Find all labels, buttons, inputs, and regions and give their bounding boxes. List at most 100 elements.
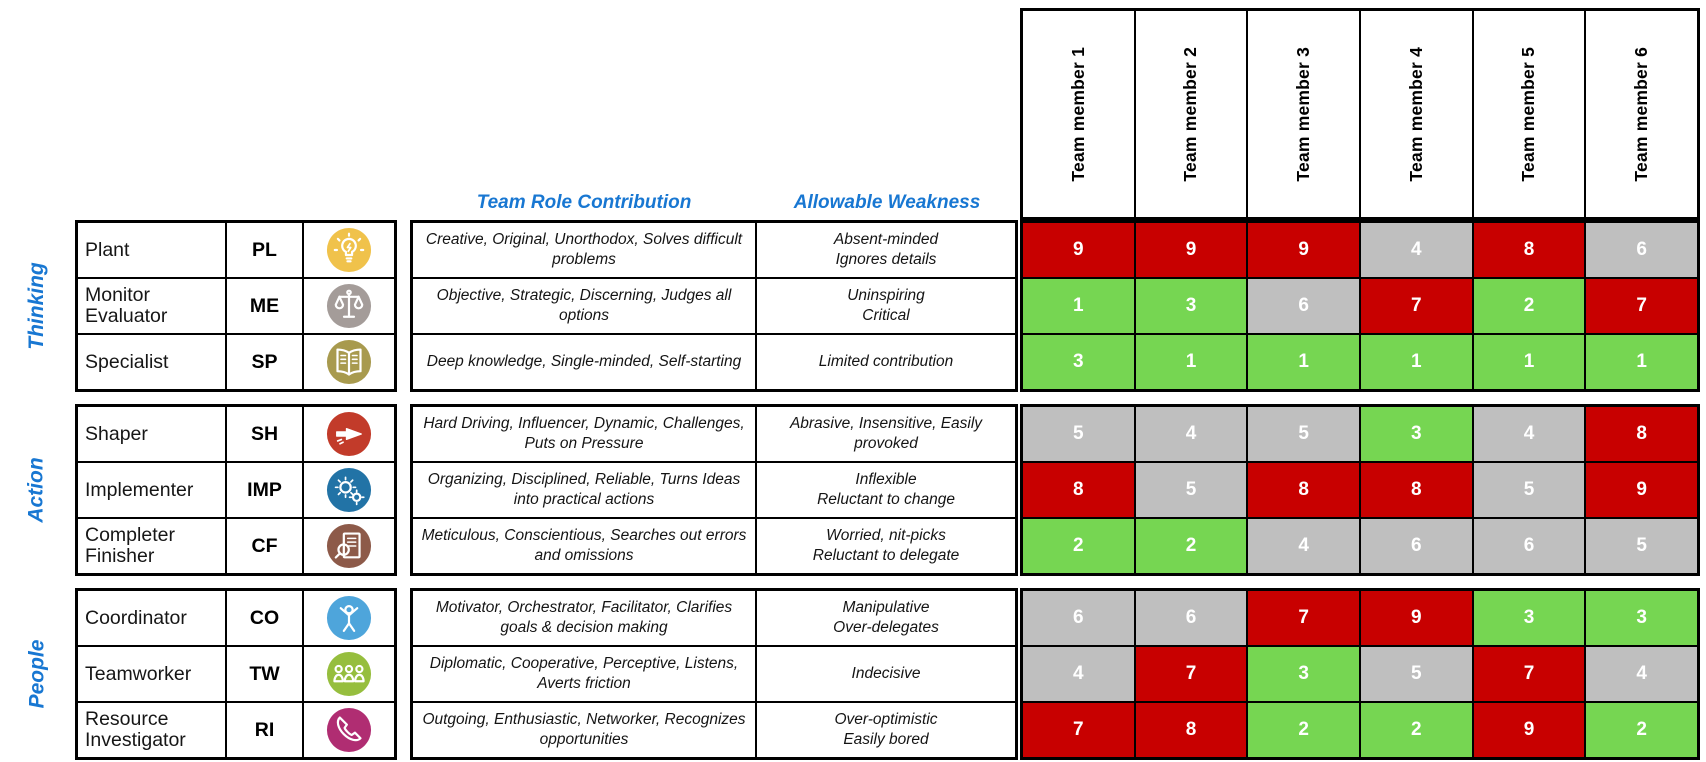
score-cell: 8 xyxy=(1023,463,1134,517)
phone-icon xyxy=(326,707,372,753)
score-cell: 1 xyxy=(1135,335,1247,389)
role-abbr: PL xyxy=(227,223,302,277)
role-icon-cell xyxy=(304,407,394,461)
contribution-column-header: Team Role Contribution xyxy=(476,192,692,213)
role-name: Coordinator xyxy=(78,591,225,645)
score-cell: 3 xyxy=(1023,335,1134,389)
score-cell: 2 xyxy=(1248,703,1359,757)
score-cell: 8 xyxy=(1360,463,1472,517)
role-contribution: Meticulous, Conscientious, Searches out … xyxy=(413,519,755,573)
weakness-column-header: Allowable Weakness xyxy=(793,192,981,213)
score-cell: 3 xyxy=(1473,591,1585,645)
score-cell: 9 xyxy=(1473,703,1585,757)
score-cell: 8 xyxy=(1586,407,1697,461)
group-label-people: People xyxy=(24,639,48,709)
role-contribution: Creative, Original, Unorthodox, Solves d… xyxy=(413,223,755,277)
roles-table-people: Coordinator CO Teamworker TW xyxy=(75,588,397,760)
score-cell: 6 xyxy=(1248,279,1359,333)
group-people: People Coordinator CO Teamworker TW xyxy=(0,588,1706,760)
team-member-label: Team member 1 xyxy=(1067,46,1088,182)
pointing-hand-icon xyxy=(326,411,372,457)
role-weakness: Worried, nit-picks Reluctant to delegate xyxy=(757,519,1015,573)
scores-grid-action: 5 4 5 3 4 8 8 5 8 8 5 9 2 2 4 6 6 5 xyxy=(1020,404,1700,576)
role-name: Specialist xyxy=(78,335,225,389)
score-cell: 6 xyxy=(1473,519,1585,573)
score-cell: 1 xyxy=(1023,279,1134,333)
role-name: Completer Finisher xyxy=(78,519,225,573)
score-cell: 1 xyxy=(1586,335,1697,389)
score-cell: 2 xyxy=(1135,519,1247,573)
score-cell: 6 xyxy=(1135,591,1247,645)
team-member-header-cell: Team member 2 xyxy=(1135,11,1247,217)
score-cell: 7 xyxy=(1135,647,1247,701)
role-icon-cell xyxy=(304,703,394,757)
role-abbr: SH xyxy=(227,407,302,461)
role-abbr: CO xyxy=(227,591,302,645)
score-cell: 2 xyxy=(1360,703,1472,757)
score-cell: 7 xyxy=(1023,703,1134,757)
score-cell: 6 xyxy=(1023,591,1134,645)
role-icon-cell xyxy=(304,223,394,277)
score-cell: 1 xyxy=(1360,335,1472,389)
score-cell: 3 xyxy=(1248,647,1359,701)
roles-table-action: Shaper SH Implementer IMP xyxy=(75,404,397,576)
score-cell: 9 xyxy=(1586,463,1697,517)
role-contribution: Objective, Strategic, Discerning, Judges… xyxy=(413,279,755,333)
score-cell: 4 xyxy=(1135,407,1247,461)
role-abbr: SP xyxy=(227,335,302,389)
team-member-label: Team member 6 xyxy=(1631,46,1652,182)
role-weakness: Over-optimistic Easily bored xyxy=(757,703,1015,757)
role-abbr: TW xyxy=(227,647,302,701)
role-contribution: Organizing, Disciplined, Reliable, Turns… xyxy=(413,463,755,517)
score-cell: 3 xyxy=(1586,591,1697,645)
lightbulb-icon xyxy=(326,227,372,273)
roles-table-thinking: Plant PL Monitor Evaluator ME xyxy=(75,220,397,392)
score-cell: 7 xyxy=(1586,279,1697,333)
role-contribution: Diplomatic, Cooperative, Perceptive, Lis… xyxy=(413,647,755,701)
gears-icon xyxy=(326,467,372,513)
team-member-header-cell: Team member 6 xyxy=(1586,11,1697,217)
role-name: Teamworker xyxy=(78,647,225,701)
role-contribution: Deep knowledge, Single-minded, Self-star… xyxy=(413,335,755,389)
role-name: Monitor Evaluator xyxy=(78,279,225,333)
role-abbr: CF xyxy=(227,519,302,573)
role-weakness: Abrasive, Insensitive, Easily provoked xyxy=(757,407,1015,461)
score-cell: 1 xyxy=(1248,335,1359,389)
group-label-action: Action xyxy=(24,457,48,523)
role-icon-cell xyxy=(304,519,394,573)
group-action: Action Shaper SH Implementer IMP xyxy=(0,404,1706,576)
role-weakness: Inflexible Reluctant to change xyxy=(757,463,1015,517)
role-abbr: IMP xyxy=(227,463,302,517)
team-member-header-row: Team member 1 Team member 2 Team member … xyxy=(1020,8,1700,220)
role-weakness: Absent-minded Ignores details xyxy=(757,223,1015,277)
team-member-label: Team member 3 xyxy=(1293,46,1314,182)
role-weakness: Manipulative Over-delegates xyxy=(757,591,1015,645)
role-abbr: RI xyxy=(227,703,302,757)
scales-icon xyxy=(326,283,372,329)
score-cell: 6 xyxy=(1360,519,1472,573)
score-cell: 6 xyxy=(1586,223,1697,277)
score-cell: 3 xyxy=(1360,407,1472,461)
role-icon-cell xyxy=(304,591,394,645)
score-cell: 2 xyxy=(1473,279,1585,333)
magnifier-document-icon xyxy=(326,523,372,569)
role-name: Resource Investigator xyxy=(78,703,225,757)
score-cell: 9 xyxy=(1248,223,1359,277)
score-cell: 4 xyxy=(1360,223,1472,277)
team-member-label: Team member 2 xyxy=(1180,46,1201,182)
team-member-header-cell: Team member 4 xyxy=(1360,11,1472,217)
descriptions-table-action: Hard Driving, Influencer, Dynamic, Chall… xyxy=(410,404,1018,576)
score-cell: 7 xyxy=(1360,279,1472,333)
group-label-thinking: Thinking xyxy=(25,262,48,350)
score-cell: 3 xyxy=(1135,279,1247,333)
score-cell: 4 xyxy=(1023,647,1134,701)
score-cell: 7 xyxy=(1473,647,1585,701)
team-member-label: Team member 4 xyxy=(1405,46,1426,182)
role-weakness: Indecisive xyxy=(757,647,1015,701)
role-contribution: Hard Driving, Influencer, Dynamic, Chall… xyxy=(413,407,755,461)
role-icon-cell xyxy=(304,279,394,333)
role-icon-cell xyxy=(304,463,394,517)
descriptions-table-thinking: Creative, Original, Unorthodox, Solves d… xyxy=(410,220,1018,392)
score-cell: 4 xyxy=(1248,519,1359,573)
